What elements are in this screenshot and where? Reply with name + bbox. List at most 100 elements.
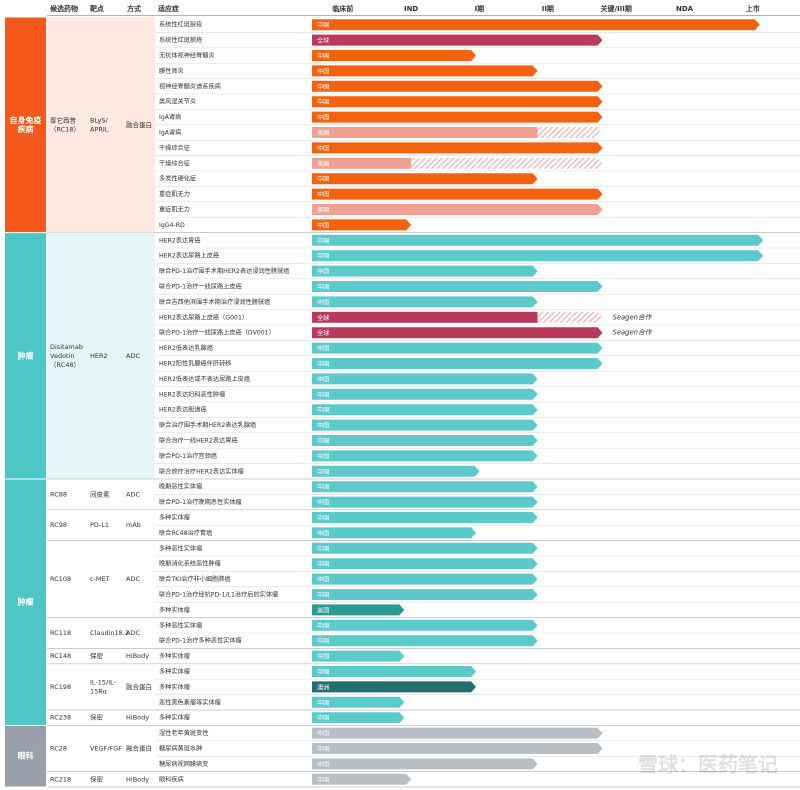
indication: 联合放疗治疗HER2表达实体瘤 xyxy=(159,467,244,475)
indication: 系统性红斑狼疮 xyxy=(159,36,202,44)
drug-name: RC88 xyxy=(50,490,67,498)
indication: 联合PD-1治疗晚期恶性实体瘤 xyxy=(159,498,242,506)
progress-bar xyxy=(312,142,603,154)
progress-bar xyxy=(312,388,538,400)
region-label: 中国 xyxy=(317,699,329,707)
progress-bar xyxy=(312,250,764,262)
drug-name: （RC18） xyxy=(50,125,80,133)
indication: 糖尿病视网膜病变 xyxy=(159,760,209,768)
indication: 联合治疗一线HER2表达胃癌 xyxy=(159,437,238,445)
indication: HER2低表达或不表达尿路上皮癌 xyxy=(159,375,250,383)
region-label: 中国 xyxy=(317,468,329,476)
progress-bar xyxy=(312,96,603,108)
region-label: 中国 xyxy=(317,83,329,91)
indication: HER2表达尿路上皮癌 xyxy=(159,252,219,260)
area-block xyxy=(5,17,46,233)
modality: HiBody xyxy=(126,714,149,722)
indication: HER2表达妇科恶性肿瘤 xyxy=(159,390,225,398)
indication: 多种实体瘤 xyxy=(159,606,190,614)
area-label: 自身免疫 xyxy=(10,115,42,125)
modality: ADC xyxy=(126,629,140,637)
target: 间皮素 xyxy=(90,489,110,498)
drug-name: RC218 xyxy=(50,775,71,783)
region-label: 中国 xyxy=(317,252,329,260)
progress-bar xyxy=(312,19,760,31)
region-label: 全球 xyxy=(317,329,330,337)
indication: 系统性红斑狼疮 xyxy=(159,21,202,29)
target: VEGF/FGF xyxy=(90,745,122,753)
stage-header: 临床前 xyxy=(332,4,353,13)
region-label: 中国 xyxy=(317,668,329,676)
modality: ADC xyxy=(126,575,140,583)
progress-bar xyxy=(312,604,405,616)
indication: 干燥综合征 xyxy=(159,144,190,152)
progress-bar xyxy=(312,127,538,138)
stage-header: NDA xyxy=(676,5,694,13)
indication: 联合RC48治疗胃癌 xyxy=(159,529,212,537)
indication: 多种恶性实体瘤 xyxy=(159,544,202,552)
area-label: 眼科 xyxy=(18,751,34,761)
progress-bar xyxy=(312,542,538,554)
region-label: 中国 xyxy=(317,191,329,199)
drug-name: RC98 xyxy=(50,521,67,529)
indication: 膜性肾炎 xyxy=(159,67,184,75)
progress-bar xyxy=(312,650,405,662)
progress-bar xyxy=(312,80,603,92)
indication: HER2低表达乳腺癌 xyxy=(159,344,213,352)
indication: IgG4-RD xyxy=(159,222,185,229)
region-label: 中国 xyxy=(317,375,329,383)
progress-bar xyxy=(312,157,412,169)
region-label: 中国 xyxy=(317,114,329,122)
region-label: 中国 xyxy=(317,514,329,522)
region-label: 中国 xyxy=(317,576,329,584)
progress-bar xyxy=(312,465,480,477)
region-label: 中国 xyxy=(317,560,329,568)
target: BLyS/ xyxy=(90,116,108,124)
drug-name: RC198 xyxy=(50,683,71,691)
indication: 糖尿病黄斑水肿 xyxy=(159,745,202,753)
region-label: 美国 xyxy=(317,160,329,168)
drug-cell xyxy=(47,17,155,233)
target: HER2 xyxy=(90,352,108,360)
drug-name: Vedotin xyxy=(50,352,75,360)
stage-header: 关键/III期 xyxy=(601,4,632,13)
target: 保密 xyxy=(90,651,104,660)
indication: 联合治疗围手术期HER2表达乳腺癌 xyxy=(159,421,256,429)
indication: 多种实体瘤 xyxy=(159,714,190,722)
indication: 类风湿关节炎 xyxy=(159,98,196,106)
region-label: 中国 xyxy=(317,529,329,537)
modality: ADC xyxy=(126,352,140,360)
progress-bar xyxy=(312,188,603,200)
modality: ADC xyxy=(126,490,140,498)
indication: 湿性老年黄斑变性 xyxy=(159,729,209,737)
region-label: 中国 xyxy=(317,283,329,291)
region-label: 中国 xyxy=(317,422,329,430)
area-block xyxy=(5,725,46,787)
progress-bar xyxy=(312,727,603,739)
region-label: 美国 xyxy=(317,206,329,214)
region-label: 中国 xyxy=(317,175,329,183)
progress-bar xyxy=(312,111,603,123)
progress-bar xyxy=(312,773,412,785)
indication: 晚期恶性实体瘤 xyxy=(159,483,202,491)
stage-header: 上市 xyxy=(746,4,760,13)
region-label: 中国 xyxy=(317,52,329,60)
indication: 晚期消化系统恶性肿瘤 xyxy=(159,560,221,568)
progress-bar xyxy=(312,34,603,46)
progress-bar xyxy=(312,65,538,77)
region-label: 中国 xyxy=(317,98,329,106)
region-label: 中国 xyxy=(317,653,329,661)
indication: 联合PD-1治疗多种恶性实体瘤 xyxy=(159,637,242,645)
progress-bar xyxy=(312,173,538,185)
region-label: 中国 xyxy=(317,760,329,768)
indication: 干燥综合征 xyxy=(159,159,190,167)
indication: 多种恶性实体瘤 xyxy=(159,621,202,629)
indication: HER2表达尿路上皮癌（G001） xyxy=(159,313,248,321)
progress-bar xyxy=(312,373,538,385)
area-label: 疾病 xyxy=(18,124,34,134)
column-header: 候选药物 xyxy=(50,4,78,13)
progress-bar xyxy=(312,712,405,724)
region-label: 中国 xyxy=(317,437,329,445)
area-block xyxy=(5,479,46,725)
region-label: 中国 xyxy=(317,391,329,399)
